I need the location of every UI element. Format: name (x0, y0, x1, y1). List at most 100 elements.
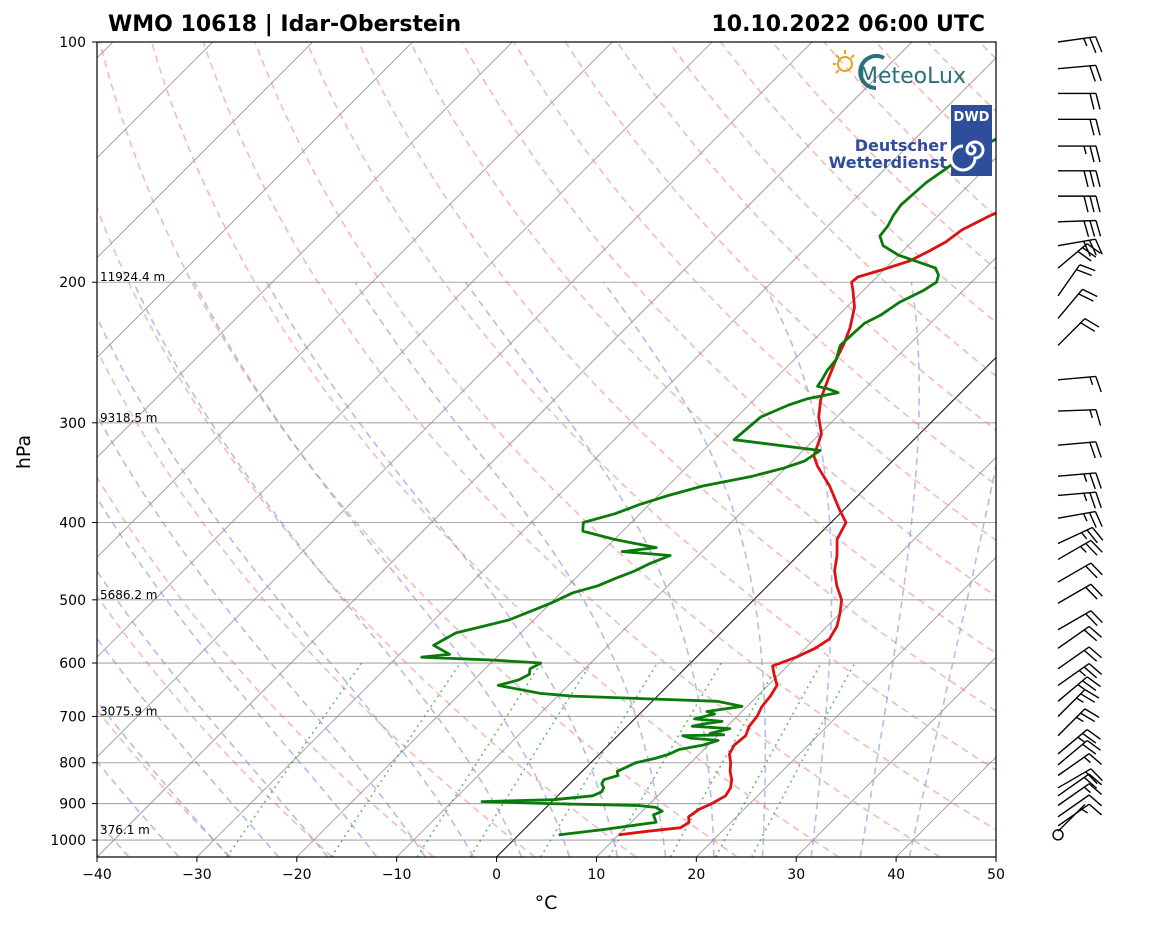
wind-barb (1057, 803, 1103, 827)
isotherm-line (696, 556, 996, 857)
wind-barb (1058, 145, 1101, 163)
wind-barb (1057, 526, 1104, 545)
x-tick-label: −40 (82, 867, 112, 883)
dry-adiabat (99, 42, 738, 857)
x-tick-label: −20 (282, 867, 312, 883)
y-tick-label: 1000 (50, 833, 86, 849)
moist-adiabat (602, 281, 767, 857)
y-tick-label: 400 (59, 515, 86, 531)
dwd-line1: Deutscher (855, 136, 947, 155)
wind-barb (1057, 510, 1103, 528)
dry-adiabat (202, 42, 941, 857)
wind-barbs (1052, 36, 1104, 841)
dry-adiabat (97, 206, 637, 857)
moist-adiabat (465, 281, 715, 857)
moist-adiabat (193, 281, 571, 857)
y-tick-label: 900 (59, 797, 86, 813)
isotherm-line (795, 656, 996, 857)
isotherm-line (496, 356, 996, 857)
mixing-ratio-line (540, 662, 658, 857)
wind-barb (1057, 472, 1102, 490)
y-tick-label: 100 (59, 35, 86, 51)
y-tick-label: 800 (59, 756, 86, 772)
wind-barb (1057, 625, 1103, 649)
x-tick-label: 30 (787, 867, 805, 883)
isotherm-line (97, 42, 413, 359)
y-tick-label: 200 (59, 275, 86, 291)
isotherm-line (97, 42, 713, 658)
sun-icon (833, 50, 855, 74)
moist-adiabat (266, 281, 619, 857)
x-tick-label: 20 (687, 867, 705, 883)
moist-adiabat (97, 413, 426, 857)
wind-barb (1057, 441, 1102, 459)
y-tick-label: 300 (59, 416, 86, 432)
wind-barb (1058, 118, 1101, 136)
dry-adiabat (306, 42, 996, 771)
wind-barb (1057, 753, 1103, 777)
isotherm-line (196, 57, 996, 857)
height-label: 9318.5 m (100, 411, 158, 425)
moist-adiabat (762, 281, 833, 857)
wind-barb (1057, 238, 1103, 257)
isotherm-line (97, 42, 313, 259)
wind-barb (1057, 264, 1096, 297)
wind-barb (1057, 676, 1101, 702)
height-labels: 11924.4 m 9318.5 m 5686.2 m 3075.9 m 376.1 m (100, 270, 165, 837)
dry-adiabat (97, 348, 536, 857)
temperature-profile-line (618, 211, 996, 837)
meteolux-wordmark: MeteoLux (859, 64, 966, 89)
wind-barb (1058, 195, 1101, 213)
dwd-logo: DWD Deutscher Wetterdienst (829, 105, 992, 176)
isotherm-line (97, 42, 513, 459)
moist-adiabat (97, 636, 280, 857)
meteolux-logo: MeteoLux (833, 50, 966, 90)
moist-adiabat (97, 496, 378, 857)
isotherm-line (97, 42, 613, 558)
height-label: 5686.2 m (100, 588, 158, 602)
wind-barb (1057, 688, 1100, 717)
isotherm-line (97, 42, 913, 857)
isotherm-line (97, 42, 813, 758)
wind-barb (1057, 375, 1102, 393)
dwd-line2: Wetterdienst (829, 153, 948, 172)
wind-barb (1052, 829, 1064, 841)
dry-adiabat (461, 42, 996, 598)
height-label: 376.1 m (100, 823, 150, 837)
thermo-background-lines (97, 42, 996, 857)
wind-barb (1057, 491, 1102, 509)
wind-barb (1058, 92, 1101, 110)
chart-title-datetime: 10.10.2022 06:00 UTC (711, 12, 985, 37)
mixing-ratio-line (226, 662, 363, 857)
y-tick-label: 700 (59, 709, 86, 725)
wind-barb (1057, 243, 1101, 269)
wind-barb (1057, 739, 1101, 766)
wind-barb (1057, 773, 1103, 797)
wind-barb (1057, 768, 1103, 789)
dewpoint-profile-line (420, 137, 996, 837)
y-axis-label: hPa (13, 435, 35, 469)
wind-barb (1057, 610, 1103, 631)
wind-barb (1057, 409, 1102, 426)
x-tick-label: −30 (182, 867, 212, 883)
wind-barb (1057, 36, 1103, 54)
wind-barb (1057, 288, 1098, 319)
dry-adiabat (409, 42, 996, 655)
mixing-ratio-line (469, 662, 592, 857)
wind-barb (1057, 646, 1103, 670)
wind-barb (1057, 794, 1103, 818)
moist-adiabat (132, 281, 523, 857)
wind-barb (1057, 64, 1102, 82)
mixing-ratio-line (669, 662, 780, 857)
chart-title-station: WMO 10618 | Idar-Oberstein (108, 12, 461, 37)
x-tick-label: 0 (492, 867, 501, 883)
moist-adiabat (97, 569, 329, 857)
wind-barb (1057, 562, 1103, 583)
wind-barb (1058, 170, 1101, 187)
x-tick-label: −10 (382, 867, 412, 883)
mixing-ratio-line (330, 662, 461, 857)
mixing-ratio-line (608, 662, 722, 857)
moist-adiabat (97, 760, 180, 857)
moist-adiabat (97, 699, 230, 857)
